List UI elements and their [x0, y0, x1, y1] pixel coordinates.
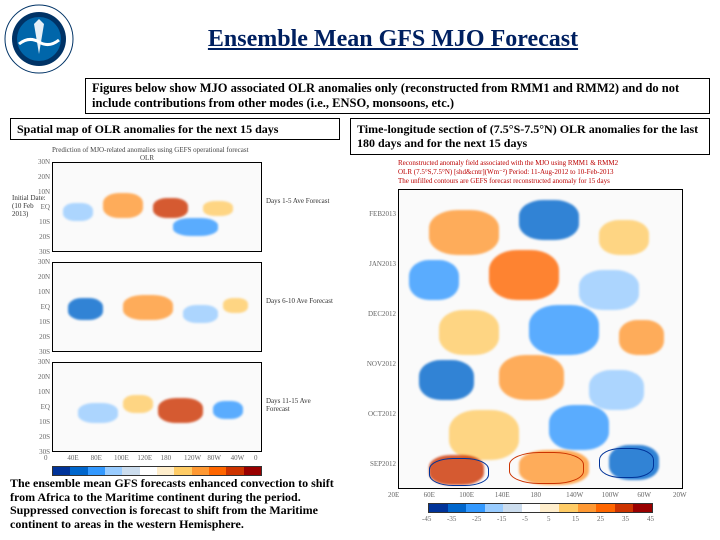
- hovmoller-chart: Reconstructed anomaly field associated w…: [350, 159, 700, 519]
- spatial-chart: Prediction of MJO-related anomalies usin…: [10, 144, 340, 459]
- right-caption: Time-longitude section of (7.5°S-7.5°N) …: [350, 118, 710, 155]
- left-caption: Spatial map of OLR anomalies for the nex…: [10, 118, 340, 140]
- description-box: Figures below show MJO associated OLR an…: [85, 78, 710, 114]
- bottom-summary: The ensemble mean GFS forecasts enhanced…: [10, 477, 340, 532]
- noaa-logo: [4, 4, 74, 74]
- page-title: Ensemble Mean GFS MJO Forecast: [74, 26, 712, 53]
